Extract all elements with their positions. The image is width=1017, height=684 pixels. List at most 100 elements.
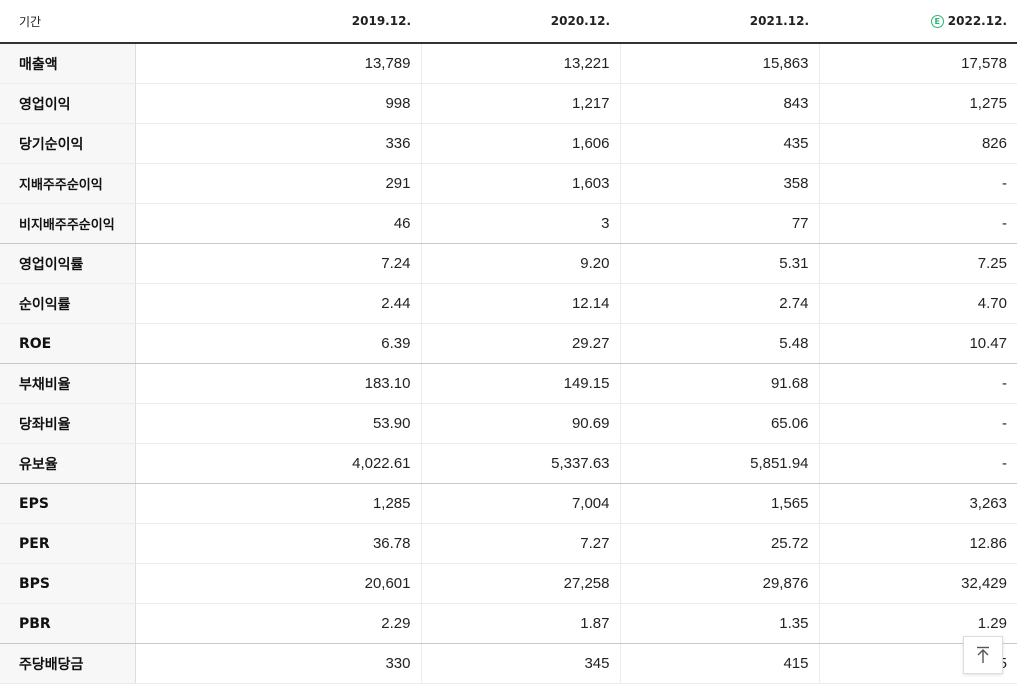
cell-value: 415 <box>619 643 819 684</box>
row-label: 당기순이익 <box>0 123 136 164</box>
cell-value: 4.70 <box>818 283 1017 324</box>
cell-value: 4,022.61 <box>134 443 421 484</box>
cell-value: 13,221 <box>420 43 620 84</box>
row-debt-ratio: 부채비율 183.10 149.15 91.68 - <box>0 363 1017 404</box>
cell-value: 12.86 <box>818 523 1017 564</box>
row-per: PER 36.78 7.27 25.72 12.86 <box>0 523 1017 564</box>
cell-value: - <box>818 403 1017 444</box>
row-label: 부채비율 <box>0 363 136 404</box>
cell-value: 2.74 <box>619 283 819 324</box>
cell-value: - <box>818 443 1017 484</box>
cell-value: 10.47 <box>818 323 1017 364</box>
cell-value: 90.69 <box>420 403 620 444</box>
row-eps: EPS 1,285 7,004 1,565 3,263 <box>0 483 1017 524</box>
cell-value: 6.39 <box>134 323 421 364</box>
row-label: 영업이익 <box>0 83 136 124</box>
period-header-label: 기간 <box>0 0 135 44</box>
cell-value: 46 <box>134 203 421 244</box>
cell-value: 345 <box>420 643 620 684</box>
cell-value: 3 <box>420 203 620 244</box>
row-operating-income: 영업이익 998 1,217 843 1,275 <box>0 83 1017 124</box>
row-label: 순이익률 <box>0 283 136 324</box>
cell-value: 7,004 <box>420 483 620 524</box>
scroll-to-top-button[interactable] <box>963 636 1003 674</box>
row-controlling-net-income: 지배주주순이익 291 1,603 358 - <box>0 163 1017 204</box>
row-label: 매출액 <box>0 43 136 84</box>
cell-value: 336 <box>134 123 421 164</box>
cell-value: 291 <box>134 163 421 204</box>
cell-value: 1,285 <box>134 483 421 524</box>
cell-value: 12.14 <box>420 283 620 324</box>
row-label: PER <box>0 523 136 564</box>
table-body: 매출액 13,789 13,221 15,863 17,578 영업이익 998… <box>0 43 1017 684</box>
period-2022-label: 2022.12. <box>947 14 1007 28</box>
cell-value: 1.35 <box>619 603 819 644</box>
row-reserve-ratio: 유보율 4,022.61 5,337.63 5,851.94 - <box>0 443 1017 484</box>
row-net-margin: 순이익률 2.44 12.14 2.74 4.70 <box>0 283 1017 324</box>
row-label: 영업이익률 <box>0 243 136 284</box>
cell-value: 25.72 <box>619 523 819 564</box>
cell-value: 183.10 <box>134 363 421 404</box>
cell-value: 77 <box>619 203 819 244</box>
cell-value: 5,851.94 <box>619 443 819 484</box>
cell-value: 2.44 <box>134 283 421 324</box>
cell-value: 330 <box>134 643 421 684</box>
row-bps: BPS 20,601 27,258 29,876 32,429 <box>0 563 1017 604</box>
row-dividend-per-share: 주당배당금 330 345 415 5 <box>0 643 1017 684</box>
row-label: 주당배당금 <box>0 643 136 684</box>
row-net-income: 당기순이익 336 1,606 435 826 <box>0 123 1017 164</box>
cell-value: 3,263 <box>818 483 1017 524</box>
arrow-up-to-top-icon <box>977 646 989 663</box>
cell-value: 826 <box>818 123 1017 164</box>
row-sales: 매출액 13,789 13,221 15,863 17,578 <box>0 43 1017 84</box>
cell-value: 32,429 <box>818 563 1017 604</box>
cell-value: 843 <box>619 83 819 124</box>
period-2022-estimate: E 2022.12. <box>819 0 1017 44</box>
row-label: BPS <box>0 563 136 604</box>
cell-value: 1,606 <box>420 123 620 164</box>
cell-value: 7.27 <box>420 523 620 564</box>
cell-value: 7.24 <box>134 243 421 284</box>
cell-value: 5.48 <box>619 323 819 364</box>
cell-value: 36.78 <box>134 523 421 564</box>
table-header: 기간 2019.12. 2020.12. 2021.12. E 2022.12. <box>0 0 1017 44</box>
cell-value: 13,789 <box>134 43 421 84</box>
cell-value: 29,876 <box>619 563 819 604</box>
cell-value: 2.29 <box>134 603 421 644</box>
cell-value: 27,258 <box>420 563 620 604</box>
cell-value: 5.31 <box>619 243 819 284</box>
row-pbr: PBR 2.29 1.87 1.35 1.29 <box>0 603 1017 644</box>
cell-value: 1,565 <box>619 483 819 524</box>
row-label: 비지배주주순이익 <box>0 203 136 244</box>
row-label: 당좌비율 <box>0 403 136 444</box>
cell-value: 1.87 <box>420 603 620 644</box>
row-non-controlling-net-income: 비지배주주순이익 46 3 77 - <box>0 203 1017 244</box>
period-2019: 2019.12. <box>135 0 421 44</box>
row-label: PBR <box>0 603 136 644</box>
cell-value: 15,863 <box>619 43 819 84</box>
cell-value: 1,275 <box>818 83 1017 124</box>
cell-value: 149.15 <box>420 363 620 404</box>
row-label: ROE <box>0 323 136 364</box>
cell-value: - <box>818 363 1017 404</box>
cell-value: 1,217 <box>420 83 620 124</box>
period-2021: 2021.12. <box>620 0 819 44</box>
cell-value: 5,337.63 <box>420 443 620 484</box>
cell-value: 358 <box>619 163 819 204</box>
cell-value: - <box>818 163 1017 204</box>
row-roe: ROE 6.39 29.27 5.48 10.47 <box>0 323 1017 364</box>
header-row: 기간 2019.12. 2020.12. 2021.12. E 2022.12. <box>0 0 1017 44</box>
cell-value: 1,603 <box>420 163 620 204</box>
period-2020: 2020.12. <box>421 0 620 44</box>
cell-value: 435 <box>619 123 819 164</box>
cell-value: - <box>818 203 1017 244</box>
cell-value: 20,601 <box>134 563 421 604</box>
cell-value: 65.06 <box>619 403 819 444</box>
row-label: 유보율 <box>0 443 136 484</box>
row-quick-ratio: 당좌비율 53.90 90.69 65.06 - <box>0 403 1017 444</box>
cell-value: 17,578 <box>818 43 1017 84</box>
cell-value: 998 <box>134 83 421 124</box>
cell-value: 53.90 <box>134 403 421 444</box>
estimate-icon: E <box>930 15 944 28</box>
